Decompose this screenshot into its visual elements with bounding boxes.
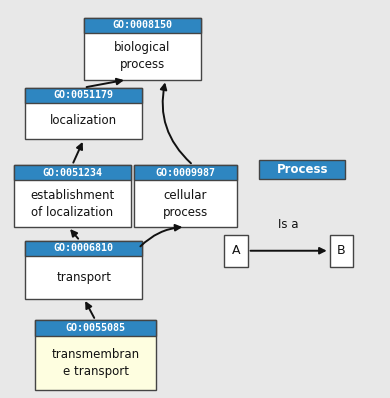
- Bar: [330, 235, 353, 267]
- Bar: [25, 241, 142, 256]
- Text: GO:0051234: GO:0051234: [42, 168, 102, 178]
- Bar: [25, 88, 142, 103]
- Bar: [35, 320, 156, 390]
- Text: A: A: [232, 244, 240, 257]
- Bar: [84, 18, 201, 80]
- Text: biological
process: biological process: [114, 41, 170, 71]
- Text: B: B: [337, 244, 346, 257]
- Bar: [14, 165, 131, 180]
- Text: Is a: Is a: [278, 218, 299, 231]
- Text: GO:0009987: GO:0009987: [155, 168, 215, 178]
- Text: cellular
process: cellular process: [163, 189, 208, 219]
- Text: establishment
of localization: establishment of localization: [30, 189, 114, 219]
- Text: Process: Process: [277, 163, 328, 176]
- Bar: [133, 165, 237, 180]
- Bar: [224, 235, 248, 267]
- Text: transport: transport: [56, 271, 112, 284]
- Text: localization: localization: [50, 115, 117, 127]
- Bar: [25, 241, 142, 298]
- Bar: [133, 165, 237, 227]
- Bar: [259, 160, 345, 179]
- Bar: [84, 18, 201, 33]
- Bar: [14, 165, 131, 227]
- Text: GO:0006810: GO:0006810: [54, 243, 114, 254]
- Bar: [35, 320, 156, 336]
- Bar: [25, 88, 142, 139]
- Text: transmembran
e transport: transmembran e transport: [51, 348, 140, 378]
- Text: GO:0051179: GO:0051179: [54, 90, 114, 100]
- Text: GO:0055085: GO:0055085: [66, 323, 126, 333]
- Text: GO:0008150: GO:0008150: [112, 20, 172, 31]
